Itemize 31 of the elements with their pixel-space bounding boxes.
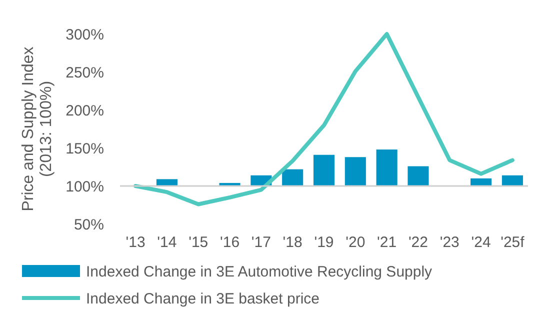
line-series [134,32,514,206]
x-tick-label: '16 [220,234,240,251]
y-tick-label: 50% [74,216,104,234]
x-tick-label: '25f [500,234,526,251]
bar [344,157,366,186]
bar [470,178,492,186]
bar [408,166,429,186]
bar [376,150,398,186]
y-axis-title: Price and Supply Index (2013: 100%) [20,46,55,212]
y-tick-label: 100% [66,178,104,196]
x-tick-label: '19 [314,234,334,251]
y-tick-label: 300% [66,26,104,44]
x-tick-label: '13 [126,234,146,251]
y-tick-label: 250% [66,64,104,82]
bar [313,154,335,186]
x-tick-label: '21 [377,234,397,251]
legend-label: Indexed Change in 3E basket price [86,290,320,308]
x-tick-label: '18 [282,234,302,251]
x-tick-label: '20 [346,234,366,251]
x-tick-label: '17 [251,234,271,251]
y-tick-label: 150% [66,140,104,158]
bar [282,169,304,186]
x-tick-label: '14 [157,234,177,251]
x-tick-label: '15 [188,234,208,251]
y-tick-label: 200% [66,102,104,120]
x-tick-label: '23 [440,234,460,251]
x-tick-label: '22 [408,234,428,251]
bar [156,179,178,186]
x-tick-label: '24 [471,234,491,251]
bar [502,175,523,186]
legend-label: Indexed Change in 3E Automotive Recycling Supply [86,263,433,280]
